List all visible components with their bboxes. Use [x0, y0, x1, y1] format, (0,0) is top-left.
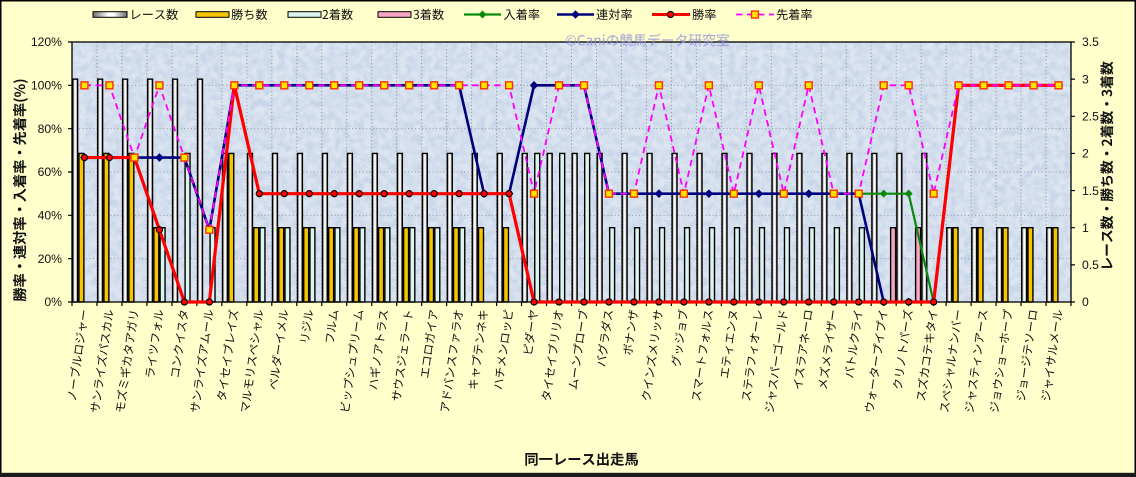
svg-text:60%: 60%: [38, 165, 63, 179]
svg-text:2.5: 2.5: [1082, 110, 1099, 124]
svg-text:100%: 100%: [31, 79, 62, 93]
svg-text:3.5: 3.5: [1082, 35, 1099, 49]
svg-text:1: 1: [1082, 221, 1089, 235]
svg-text:0: 0: [1082, 295, 1089, 309]
svg-text:2: 2: [1082, 147, 1089, 161]
svg-text:0.5: 0.5: [1082, 258, 1099, 272]
svg-text:40%: 40%: [38, 209, 63, 223]
svg-text:20%: 20%: [38, 252, 63, 266]
svg-text:0%: 0%: [44, 295, 62, 309]
svg-text:80%: 80%: [38, 122, 63, 136]
svg-text:3: 3: [1082, 72, 1089, 86]
svg-text:1.5: 1.5: [1082, 184, 1099, 198]
svg-text:120%: 120%: [31, 35, 62, 49]
